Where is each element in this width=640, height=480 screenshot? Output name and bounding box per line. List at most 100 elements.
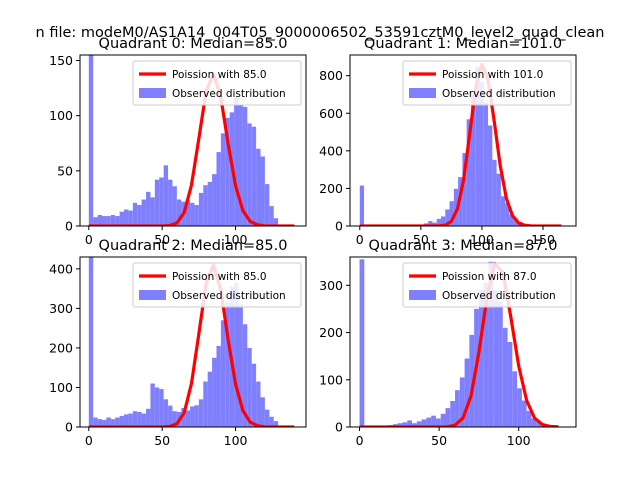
hist-bar — [273, 218, 279, 226]
hist-bar — [455, 390, 460, 427]
hist-bar — [132, 202, 138, 226]
y-tick-label: 200 — [319, 181, 343, 196]
hist-bar — [185, 200, 191, 226]
hist-bar — [450, 401, 456, 427]
axes-frame — [349, 256, 577, 428]
hist-bar — [110, 214, 116, 226]
hist-bar — [216, 345, 221, 427]
legend: Poission with 87.0 Observed distribution — [402, 262, 572, 308]
y-tick-label: 200 — [319, 325, 343, 340]
hist-bar — [402, 422, 408, 427]
hist-bar — [159, 389, 164, 427]
panel-title: Quadrant 3: Median=87.0 — [369, 238, 558, 254]
figure-suptitle: n file: modeM0/AS1A14_004T05_9000006502_… — [36, 25, 605, 41]
hist-bar — [88, 55, 94, 226]
y-tick-label: 0 — [335, 219, 343, 234]
hist-bar — [220, 133, 226, 226]
hist-bar — [238, 304, 243, 427]
y-tick-label: 100 — [319, 372, 343, 387]
hist-bar — [137, 411, 142, 427]
hist-bar — [128, 413, 133, 427]
axes-frame — [349, 54, 577, 227]
hist-bar — [432, 222, 437, 226]
hist-bar — [498, 301, 503, 427]
hist-bar — [225, 117, 230, 226]
x-tick-label: 50 — [431, 433, 447, 448]
y-tick-label: 400 — [319, 143, 343, 158]
hist-bar — [505, 203, 510, 226]
legend-bar-label: Observed distribution — [172, 88, 286, 100]
hist-bar — [203, 381, 208, 427]
hist-bar — [512, 371, 518, 427]
x-tick-label: 100 — [507, 433, 531, 448]
hist-bar — [93, 217, 98, 226]
hist-bar — [269, 416, 274, 427]
hist-bar — [119, 211, 125, 226]
hist-bar — [203, 185, 208, 226]
hist-bar — [124, 209, 129, 226]
hist-bar — [106, 417, 111, 427]
hist-bar — [247, 347, 252, 427]
hist-bar — [492, 159, 497, 226]
hist-bar — [483, 102, 489, 226]
hist-bar — [421, 419, 427, 427]
hist-bar — [536, 421, 541, 427]
hist-bar — [260, 397, 265, 427]
hist-bar — [462, 153, 467, 226]
legend-line-label: Poission with 85.0 — [172, 69, 267, 81]
legend-bar-swatch — [139, 88, 166, 98]
hist-bar — [110, 419, 116, 427]
y-tick-label: 300 — [49, 301, 73, 316]
hist-bar — [496, 173, 501, 226]
y-tick-label: 800 — [319, 68, 343, 83]
hist-bar — [251, 126, 257, 226]
x-tick-label: 50 — [413, 232, 429, 247]
hist-bar — [172, 186, 177, 226]
hist-bar — [225, 302, 230, 427]
x-tick-label: 0 — [356, 232, 364, 247]
y-tick-label: 400 — [49, 261, 73, 276]
hist-bar — [269, 206, 274, 226]
hist-bar — [216, 152, 221, 226]
hist-bar — [194, 205, 199, 226]
hist-bar — [234, 96, 239, 226]
hist-bar — [146, 191, 151, 226]
hist-bar — [445, 209, 450, 226]
hist-bar — [132, 411, 138, 427]
hist-bar — [264, 409, 270, 427]
hist-bar — [464, 358, 470, 427]
hist-bar — [146, 408, 151, 427]
hist-bar — [154, 179, 160, 226]
hist-bar — [207, 181, 213, 226]
hist-bar — [185, 410, 191, 427]
panel-title: Quadrant 0: Median=85.0 — [99, 36, 288, 52]
hist-bar — [426, 417, 432, 427]
hist-bar — [517, 388, 522, 427]
x-tick-label: 150 — [531, 232, 555, 247]
hist-bar — [150, 383, 155, 427]
hist-bar — [500, 196, 506, 226]
hist-bar — [459, 377, 465, 427]
hist-bar — [359, 185, 365, 226]
panel-quadrant-0: 0 50 100 0 50 100 150 Quadrant 0: Median=85.0 Po… — [49, 36, 307, 247]
hist-bar — [137, 205, 142, 226]
hist-bar — [407, 420, 413, 427]
hist-bar — [119, 415, 125, 427]
hist-bar — [397, 423, 403, 427]
hist-bar — [141, 413, 147, 427]
legend-bar-label: Observed distribution — [442, 88, 556, 100]
hist-bar — [509, 214, 514, 226]
poisson-curve — [359, 262, 559, 427]
axes-frame — [79, 256, 307, 428]
hist-bar — [168, 179, 173, 226]
x-tick-label: 100 — [224, 433, 248, 448]
legend-bar-swatch — [139, 290, 166, 300]
legend-bar-label: Observed distribution — [172, 290, 286, 302]
hist-bar — [478, 290, 484, 427]
hist-bar — [256, 148, 261, 226]
y-tick-label: 100 — [49, 108, 73, 123]
x-tick-label: 50 — [154, 433, 170, 448]
hist-bar — [475, 66, 480, 226]
hist-bar — [220, 320, 226, 427]
